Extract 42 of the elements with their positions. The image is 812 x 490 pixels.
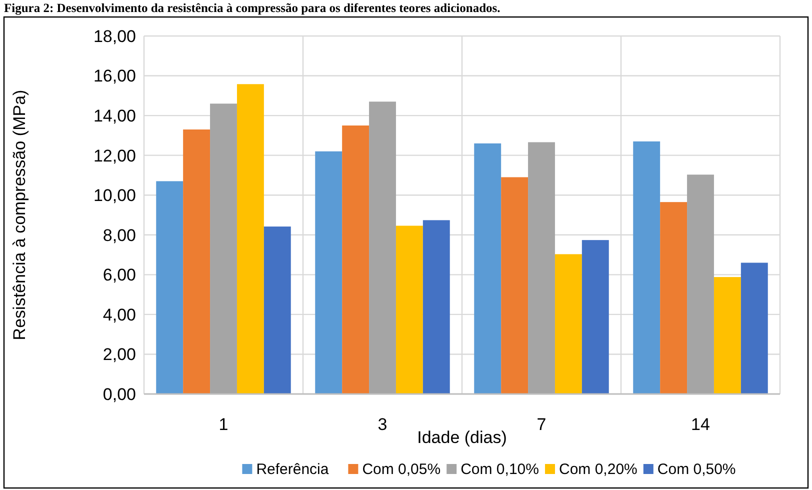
bar bbox=[633, 141, 660, 394]
y-tick-label: 12,00 bbox=[93, 146, 136, 166]
y-tick-label: 18,00 bbox=[93, 26, 136, 46]
bar bbox=[183, 129, 210, 394]
legend-label: Com 0,20% bbox=[559, 461, 638, 478]
legend-label: Com 0,50% bbox=[657, 461, 736, 478]
bar bbox=[369, 102, 396, 394]
y-tick-label: 6,00 bbox=[102, 266, 136, 285]
legend-label: Com 0,10% bbox=[460, 461, 539, 478]
x-axis-title: Idade (dias) bbox=[417, 428, 507, 447]
x-tick-label: 7 bbox=[536, 415, 546, 434]
y-tick-label: 10,00 bbox=[93, 186, 136, 206]
bar bbox=[714, 277, 741, 394]
x-tick-label: 3 bbox=[378, 415, 388, 434]
y-axis-title: Resistência à compressão (MPa) bbox=[10, 90, 29, 340]
legend-label: Referência bbox=[256, 461, 330, 478]
bar bbox=[156, 181, 184, 394]
x-tick-label: 1 bbox=[218, 415, 228, 434]
bar bbox=[315, 151, 342, 394]
bar bbox=[264, 226, 291, 394]
bar bbox=[660, 202, 688, 394]
bar bbox=[422, 220, 450, 394]
y-tick-label: 2,00 bbox=[102, 345, 136, 364]
y-tick-label: 0,00 bbox=[102, 384, 136, 404]
y-tick-label: 8,00 bbox=[102, 226, 136, 245]
bar bbox=[554, 254, 582, 394]
bar bbox=[687, 174, 714, 394]
y-tick-label: 14,00 bbox=[93, 106, 136, 126]
bar bbox=[396, 226, 423, 394]
chart-title: Figura 2: Desenvolvimento da resistência à compressão para os diferentes teores adicionados. bbox=[4, 1, 500, 15]
y-tick-label: 4,00 bbox=[102, 305, 136, 324]
bar bbox=[236, 84, 264, 394]
bar bbox=[210, 104, 237, 394]
bar bbox=[342, 126, 370, 394]
bar bbox=[528, 142, 555, 394]
y-tick-label: 16,00 bbox=[93, 66, 136, 86]
x-tick-label: 14 bbox=[691, 415, 710, 434]
bar bbox=[740, 262, 768, 394]
bar bbox=[501, 177, 528, 394]
legend-label: Com 0,05% bbox=[362, 461, 441, 478]
bar bbox=[474, 143, 502, 394]
bar bbox=[582, 240, 609, 394]
